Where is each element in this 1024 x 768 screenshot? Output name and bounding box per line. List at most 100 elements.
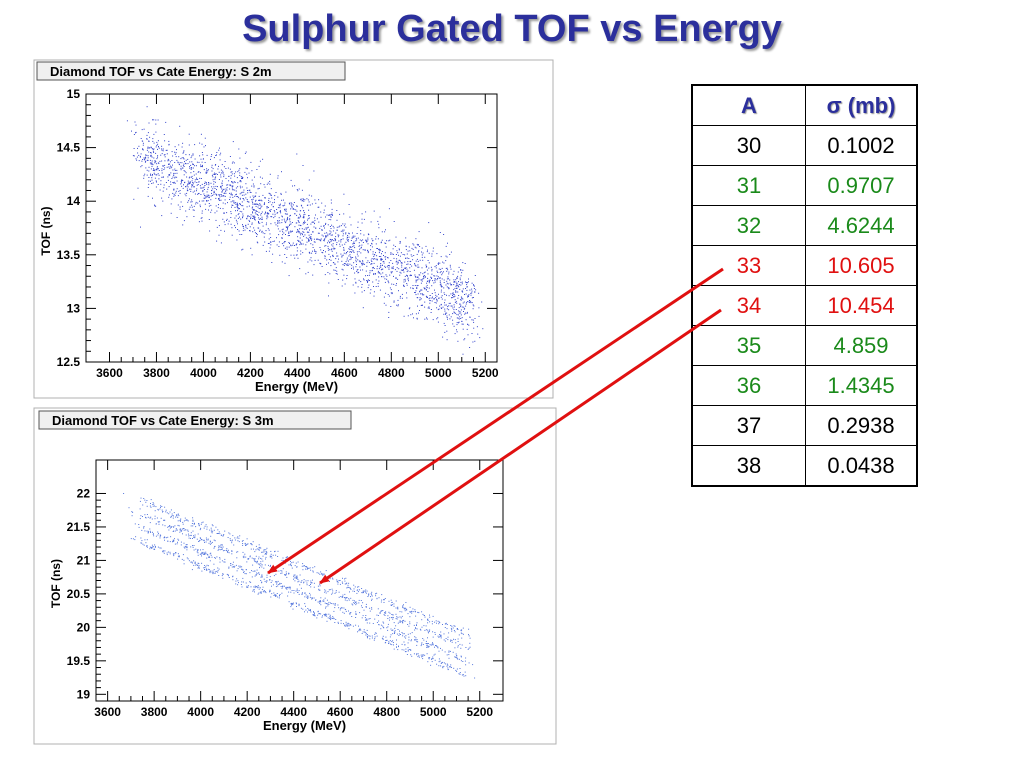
scatter-point xyxy=(134,121,136,123)
scatter-point xyxy=(449,266,451,268)
scatter-point xyxy=(413,269,415,271)
scatter-point xyxy=(386,266,388,268)
scatter-point xyxy=(238,230,240,232)
scatter-point xyxy=(296,247,298,249)
scatter-point xyxy=(157,148,158,150)
scatter-point xyxy=(456,285,458,287)
scatter-point xyxy=(179,528,181,530)
scatter-point xyxy=(247,586,249,588)
scatter-point xyxy=(284,574,285,576)
scatter-point xyxy=(410,649,412,651)
scatter-point xyxy=(148,166,150,168)
scatter-point xyxy=(424,301,426,303)
scatter-point xyxy=(328,575,330,577)
scatter-point xyxy=(160,547,162,549)
scatter-point xyxy=(289,588,291,590)
scatter-point xyxy=(177,538,179,540)
scatter-point xyxy=(460,269,462,270)
scatter-point xyxy=(335,591,337,593)
scatter-point xyxy=(284,241,286,243)
scatter-point xyxy=(278,246,280,247)
scatter-point xyxy=(237,229,239,230)
scatter-point xyxy=(307,226,309,228)
scatter-point xyxy=(477,333,479,335)
scatter-point xyxy=(279,207,281,209)
scatter-point xyxy=(270,582,272,583)
scatter-point xyxy=(163,169,165,170)
scatter-point xyxy=(287,227,289,228)
scatter-point xyxy=(180,183,182,185)
scatter-point xyxy=(149,136,151,138)
scatter-point xyxy=(363,591,364,593)
scatter-point xyxy=(217,549,219,551)
scatter-point xyxy=(407,278,409,280)
scatter-point xyxy=(308,231,310,233)
scatter-point xyxy=(390,634,392,636)
scatter-point xyxy=(251,207,253,209)
scatter-point xyxy=(273,570,275,572)
scatter-point xyxy=(320,225,322,227)
scatter-point xyxy=(196,178,198,180)
scatter-point xyxy=(256,214,258,215)
scatter-point xyxy=(234,225,236,227)
scatter-point xyxy=(242,569,244,571)
scatter-point xyxy=(324,597,326,599)
scatter-point xyxy=(233,201,235,203)
scatter-point xyxy=(389,274,391,276)
scatter-point xyxy=(468,662,470,664)
scatter-point xyxy=(447,636,449,638)
scatter-point xyxy=(290,244,292,246)
scatter-point xyxy=(184,193,186,195)
scatter-point xyxy=(239,193,241,195)
scatter-point xyxy=(160,505,162,507)
scatter-point xyxy=(278,204,280,206)
scatter-point xyxy=(437,263,439,265)
scatter-point xyxy=(223,188,225,190)
scatter-point xyxy=(351,237,353,239)
scatter-point xyxy=(339,213,341,215)
cell-a: 34 xyxy=(691,285,806,326)
scatter-point xyxy=(323,212,325,214)
scatter-point xyxy=(431,255,433,257)
scatter-point xyxy=(370,259,372,261)
scatter-point xyxy=(469,289,471,291)
scatter-point xyxy=(452,273,454,275)
scatter-point xyxy=(269,183,271,185)
scatter-point xyxy=(225,188,227,190)
scatter-point xyxy=(461,272,463,274)
scatter-point xyxy=(421,654,423,656)
scatter-point xyxy=(288,232,290,234)
scatter-point xyxy=(418,312,419,314)
scatter-point xyxy=(371,594,373,596)
scatter-point xyxy=(417,244,419,245)
scatter-point xyxy=(457,628,458,629)
scatter-point xyxy=(446,339,448,341)
scatter-point xyxy=(201,200,203,202)
scatter-point xyxy=(163,154,165,156)
scatter-point xyxy=(251,170,253,172)
scatter-point xyxy=(198,540,200,542)
chart-title: Diamond TOF vs Cate Energy: S 2m xyxy=(50,64,272,79)
scatter-point xyxy=(412,608,414,610)
scatter-point xyxy=(306,582,308,584)
scatter-point xyxy=(456,317,458,319)
scatter-point xyxy=(473,284,474,286)
scatter-point xyxy=(407,250,409,252)
scatter-point xyxy=(264,553,266,555)
scatter-point xyxy=(229,539,231,541)
scatter-point xyxy=(388,267,390,269)
scatter-point xyxy=(176,514,178,516)
scatter-point xyxy=(354,292,356,294)
scatter-point xyxy=(241,566,243,568)
scatter-point xyxy=(256,561,258,563)
scatter-point xyxy=(192,184,194,186)
x-axis-label: Energy (MeV) xyxy=(255,379,338,394)
scatter-point xyxy=(176,543,178,545)
scatter-point xyxy=(465,281,466,283)
scatter-point xyxy=(333,610,335,612)
scatter-point xyxy=(399,242,401,244)
scatter-point xyxy=(329,256,331,258)
scatter-point xyxy=(384,598,386,599)
scatter-point xyxy=(465,293,467,295)
scatter-point xyxy=(415,615,417,617)
